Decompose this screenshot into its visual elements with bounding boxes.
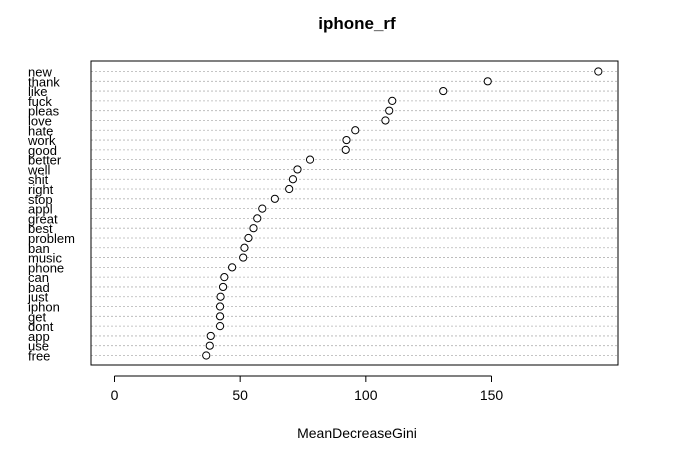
category-label-pleas: pleas [28, 104, 60, 119]
data-point-well [293, 165, 302, 174]
category-label-best: best [28, 221, 53, 236]
category-label-iphon: iphon [28, 300, 60, 315]
data-point-hate [351, 126, 360, 135]
data-point-right [285, 184, 294, 194]
data-point-good [341, 145, 350, 154]
data-point-use [205, 341, 214, 350]
data-point-pleas [385, 106, 394, 115]
data-point-work [342, 135, 351, 145]
category-label-work: work [27, 133, 56, 148]
chart-title: iphone_rf [318, 14, 396, 33]
category-label-dont: dont [28, 319, 54, 334]
category-label-free: free [28, 349, 50, 364]
data-point-thank [483, 77, 492, 86]
category-label-use: use [28, 339, 49, 354]
data-point-dont [215, 322, 225, 331]
data-point-best [249, 224, 258, 233]
category-label-new: new [28, 65, 52, 80]
data-point-phone [228, 263, 237, 272]
data-point-bad [218, 282, 228, 292]
category-label-ban: ban [28, 241, 50, 256]
data-point-appl [258, 204, 267, 213]
data-point-app [206, 331, 215, 341]
data-point-just [216, 292, 225, 301]
category-label-well: well [27, 162, 51, 177]
data-point-can [220, 273, 229, 282]
x-axis: 0 50 100 150 [111, 375, 504, 403]
category-label-problem: problem [28, 231, 75, 246]
data-point-better [305, 155, 315, 164]
data-point-great [253, 214, 262, 223]
category-label-can: can [28, 270, 49, 285]
category-label-music: music [28, 251, 62, 266]
data-point-new [594, 67, 603, 76]
data-point-love [381, 116, 390, 125]
data-point-ban [240, 243, 249, 252]
category-label-hate: hate [28, 123, 53, 138]
data-point-free [202, 351, 211, 360]
category-label-better: better [28, 153, 62, 168]
x-axis-title: MeanDecreaseGini [297, 425, 417, 441]
category-label-just: just [27, 290, 49, 305]
category-label-good: good [28, 143, 57, 158]
category-label-appl: appl [28, 202, 53, 217]
data-point-shit [288, 175, 298, 184]
plot-frame [90, 60, 619, 366]
x-tick-label-100: 100 [354, 387, 378, 403]
category-label-right: right [28, 182, 54, 197]
category-label-shit: shit [28, 172, 49, 187]
guide-lines [91, 71, 618, 356]
category-label-like: like [28, 84, 48, 99]
category-label-stop: stop [28, 192, 53, 207]
category-labels: newthanklikefuckpleaslovehateworkgoodbet… [27, 65, 75, 364]
category-label-fuck: fuck [28, 94, 52, 109]
data-point-problem [244, 233, 253, 243]
data-points [202, 67, 603, 360]
category-label-phone: phone [28, 260, 64, 275]
category-label-app: app [28, 329, 50, 344]
data-point-like [439, 86, 448, 96]
category-label-love: love [28, 113, 52, 128]
category-label-thank: thank [28, 74, 60, 89]
data-point-iphon [215, 302, 225, 311]
x-tick-label-0: 0 [111, 387, 119, 403]
data-point-fuck [388, 96, 397, 105]
category-label-bad: bad [28, 280, 50, 295]
data-point-music [239, 253, 248, 262]
category-label-great: great [28, 211, 58, 226]
x-tick-label-150: 150 [480, 387, 504, 403]
data-point-get [215, 312, 225, 321]
category-label-get: get [28, 309, 46, 324]
data-point-stop [270, 194, 279, 203]
x-tick-label-50: 50 [232, 387, 248, 403]
